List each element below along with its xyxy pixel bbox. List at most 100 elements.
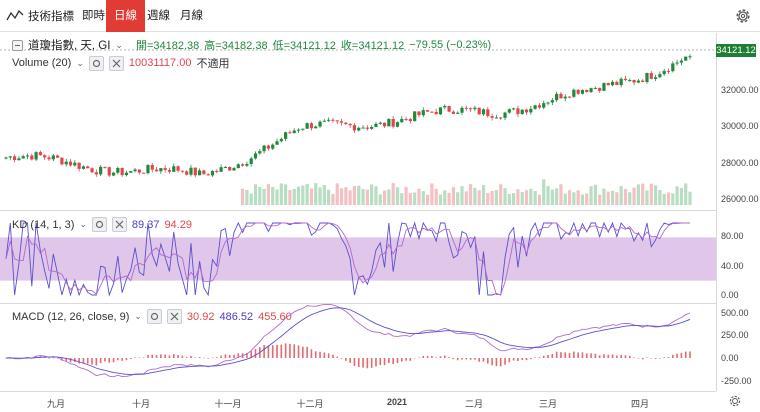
candle-body: [361, 127, 365, 129]
volume-bar: [653, 185, 658, 205]
macd-histogram-bar: [598, 355, 601, 358]
macd-histogram-bar: [409, 358, 412, 361]
indicators-label: 技術指標: [28, 11, 74, 23]
candle-body: [658, 74, 662, 78]
tab-monthly[interactable]: 月線: [172, 0, 211, 32]
macd-histogram-bar: [396, 358, 399, 364]
macd-histogram-bar: [508, 358, 511, 363]
macd-histogram-bar: [379, 358, 382, 366]
macd-histogram-bar: [112, 358, 115, 363]
candle-body: [619, 78, 623, 85]
chevron-down-icon[interactable]: ⌄: [115, 39, 123, 50]
tab-realtime-label: 即時: [82, 10, 105, 22]
macd-histogram-bar: [5, 358, 7, 359]
macd-histogram-bar: [422, 356, 425, 358]
macd-histogram-bar: [547, 354, 549, 358]
chevron-down-icon[interactable]: ⌄: [79, 219, 87, 229]
macd-histogram-bar: [560, 352, 562, 358]
macd-histogram-bar: [431, 356, 433, 358]
macd-histogram-bar: [637, 358, 640, 359]
macd-histogram-bar: [95, 358, 98, 366]
volume-bar: [258, 187, 262, 205]
candle-body: [563, 96, 567, 99]
candle-body: [460, 107, 464, 113]
macd-histogram-bar: [69, 358, 72, 363]
macd-axis-label: 500.00: [721, 308, 749, 318]
candle-body: [309, 123, 314, 129]
candle-body: [163, 168, 167, 171]
tab-daily[interactable]: 日線: [106, 0, 145, 32]
macd-histogram-bar: [254, 348, 257, 358]
candle-body: [374, 123, 378, 127]
candle-body: [516, 108, 520, 114]
volume-bar: [249, 193, 253, 205]
kd-axis-label: 40.00: [721, 261, 744, 271]
macd-histogram-bar: [310, 349, 313, 358]
candle-body: [133, 169, 137, 172]
candle-body: [64, 161, 68, 165]
candle-body: [610, 81, 615, 86]
chevron-down-icon[interactable]: ⌄: [76, 57, 84, 68]
stock-chart[interactable]: [0, 33, 716, 393]
close-icon[interactable]: [108, 55, 124, 71]
settings-icon[interactable]: [146, 309, 162, 324]
volume-bar: [486, 192, 490, 205]
chevron-down-icon[interactable]: ⌄: [134, 311, 142, 321]
candle-body: [249, 158, 253, 165]
settings-icon[interactable]: [88, 55, 104, 71]
volume-bar: [546, 186, 550, 205]
macd-histogram-bar: [61, 358, 63, 361]
candle-body: [116, 168, 120, 173]
chart-settings-gear-icon[interactable]: [728, 394, 742, 408]
candle-body: [438, 107, 443, 115]
volume-bar: [309, 188, 314, 205]
macd-histogram-bar: [680, 352, 683, 358]
collapse-pane-icon[interactable]: [12, 39, 23, 51]
candle-body: [529, 108, 533, 113]
candle-body: [404, 118, 408, 120]
macd-histogram-bar: [654, 358, 657, 359]
tab-realtime[interactable]: 即時: [74, 0, 113, 32]
macd-histogram-bar: [646, 357, 648, 359]
candle-body: [232, 168, 236, 171]
candle-body: [593, 87, 597, 89]
candle-body: [241, 164, 245, 166]
candle-body: [219, 167, 223, 172]
volume-bar: [318, 187, 322, 205]
volume-bar: [271, 186, 275, 205]
candle-body: [464, 107, 468, 109]
symbol-label[interactable]: 道瓊指數, 天, GI: [28, 40, 111, 52]
candle-body: [185, 171, 189, 175]
close-icon[interactable]: [111, 217, 127, 232]
candle-body: [512, 108, 516, 110]
macd-histogram-bar: [306, 346, 308, 358]
volume-bar: [636, 184, 640, 205]
volume-bar: [370, 184, 374, 205]
volume-bar: [391, 183, 395, 205]
volume-bar: [275, 189, 279, 205]
tab-weekly[interactable]: 週線: [139, 0, 178, 32]
candle-body: [503, 112, 507, 118]
volume-name: Volume (20): [12, 57, 72, 69]
tab-weekly-label: 週線: [147, 10, 170, 22]
macd-histogram-bar: [177, 354, 179, 358]
indicators-button[interactable]: 技術指標: [6, 7, 74, 25]
candle-body: [425, 110, 430, 112]
volume-bar: [641, 183, 645, 205]
settings-icon[interactable]: [91, 217, 107, 232]
settings-gear-icon[interactable]: [734, 7, 752, 25]
candle-body: [335, 120, 339, 122]
volume-bar: [460, 186, 464, 205]
volume-bar: [524, 190, 529, 205]
macd-histogram-bar: [280, 344, 283, 358]
volume-bar: [645, 190, 649, 205]
candle-body: [318, 121, 322, 127]
close-icon[interactable]: [166, 309, 182, 324]
candle-body: [271, 144, 275, 149]
candle-body: [477, 107, 481, 115]
volume-bar: [400, 193, 404, 205]
candle-body: [8, 156, 12, 158]
candle-body: [176, 166, 180, 171]
candle-body: [352, 125, 357, 131]
macd-histogram-bar: [517, 358, 519, 362]
